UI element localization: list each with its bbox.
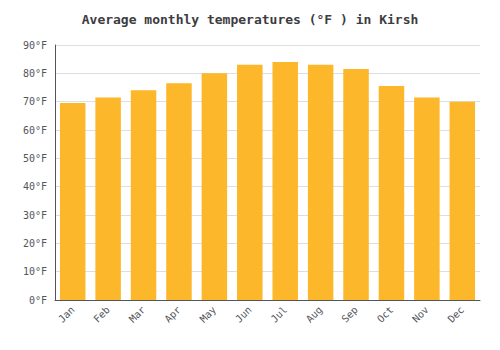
svg-text:30°F: 30°F xyxy=(23,210,47,221)
svg-text:Dec: Dec xyxy=(446,304,467,325)
svg-text:10°F: 10°F xyxy=(23,266,47,277)
svg-text:0°F: 0°F xyxy=(29,295,47,306)
svg-text:May: May xyxy=(198,304,219,325)
svg-text:60°F: 60°F xyxy=(23,125,47,136)
svg-text:20°F: 20°F xyxy=(23,238,47,249)
svg-text:Jul: Jul xyxy=(269,304,290,325)
svg-text:Apr: Apr xyxy=(162,304,183,325)
svg-text:Feb: Feb xyxy=(91,304,112,325)
svg-text:Sep: Sep xyxy=(339,304,360,325)
svg-text:90°F: 90°F xyxy=(23,40,47,51)
svg-text:70°F: 70°F xyxy=(23,96,47,107)
svg-text:40°F: 40°F xyxy=(23,181,47,192)
svg-text:80°F: 80°F xyxy=(23,68,47,79)
svg-text:Jan: Jan xyxy=(56,304,77,325)
svg-text:Average monthly temperatures (: Average monthly temperatures (°F ) in Ki… xyxy=(82,12,419,27)
svg-text:Oct: Oct xyxy=(375,304,396,325)
svg-text:Jun: Jun xyxy=(233,304,254,325)
svg-text:Nov: Nov xyxy=(410,304,431,325)
svg-text:50°F: 50°F xyxy=(23,153,47,164)
svg-text:Mar: Mar xyxy=(127,304,148,325)
svg-text:Aug: Aug xyxy=(304,304,325,325)
